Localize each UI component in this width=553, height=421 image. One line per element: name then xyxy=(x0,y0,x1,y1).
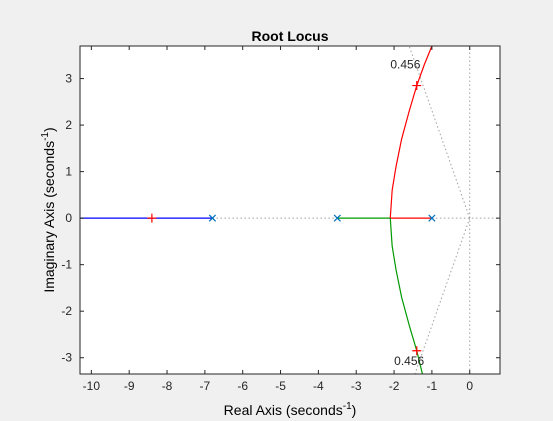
x-tick-label-0: -10 xyxy=(83,379,101,393)
x-axis-ticks: -10 -9 -8 -7 -6 -5 -4 -3 -2 -1 0 xyxy=(83,46,473,393)
y-tick-label-5: 2 xyxy=(65,118,72,132)
plot-frame xyxy=(79,45,501,375)
x-tick-label-3: -7 xyxy=(200,379,211,393)
x-tick-label-1: -9 xyxy=(124,379,135,393)
plot-area xyxy=(80,46,500,374)
y-tick-label-1: -2 xyxy=(61,304,72,318)
pole-marker-2 xyxy=(428,214,436,222)
y-tick-label-3: 0 xyxy=(65,211,72,225)
selected-point-marker-0 xyxy=(147,213,157,223)
x-tick-label-7: -3 xyxy=(351,379,362,393)
damping-label-1: 0.456 xyxy=(394,354,424,368)
selected-point-marker-2 xyxy=(412,346,422,356)
y-axis-ticks: -3 -2 -1 0 1 2 3 xyxy=(61,72,500,365)
y-axis-title: Imaginary Axis (seconds-1) xyxy=(40,127,57,292)
x-tick-label-6: -4 xyxy=(313,379,324,393)
y-tick-label-2: -1 xyxy=(61,258,72,272)
x-axis-title: Real Axis (seconds-1) xyxy=(224,401,357,418)
x-tick-label-4: -6 xyxy=(237,379,248,393)
damping-annotations: 0.456 0.456 xyxy=(390,58,424,368)
pole-marker-0 xyxy=(208,214,217,222)
x-tick-label-10: 0 xyxy=(466,379,473,393)
x-tick-label-5: -5 xyxy=(275,379,286,393)
x-tick-label-2: -8 xyxy=(162,379,173,393)
dotted-guide-3 xyxy=(408,45,471,219)
locus-branch-3 xyxy=(389,45,433,219)
selected-point-marker-1 xyxy=(412,81,422,91)
damping-guide-lines xyxy=(212,45,500,375)
locus-markers xyxy=(147,81,436,356)
y-tick-label-6: 3 xyxy=(65,72,72,86)
y-tick-label-4: 1 xyxy=(65,165,72,179)
damping-label-0: 0.456 xyxy=(390,58,420,72)
pole-marker-1 xyxy=(333,214,341,222)
y-axis-unit-exponent: -1 xyxy=(40,132,51,141)
y-tick-label-0: -3 xyxy=(61,351,72,365)
x-tick-label-8: -2 xyxy=(389,379,400,393)
x-axis-unit-exponent: -1 xyxy=(343,401,352,412)
chart-title: Root Locus xyxy=(252,28,329,44)
x-tick-label-9: -1 xyxy=(427,379,438,393)
